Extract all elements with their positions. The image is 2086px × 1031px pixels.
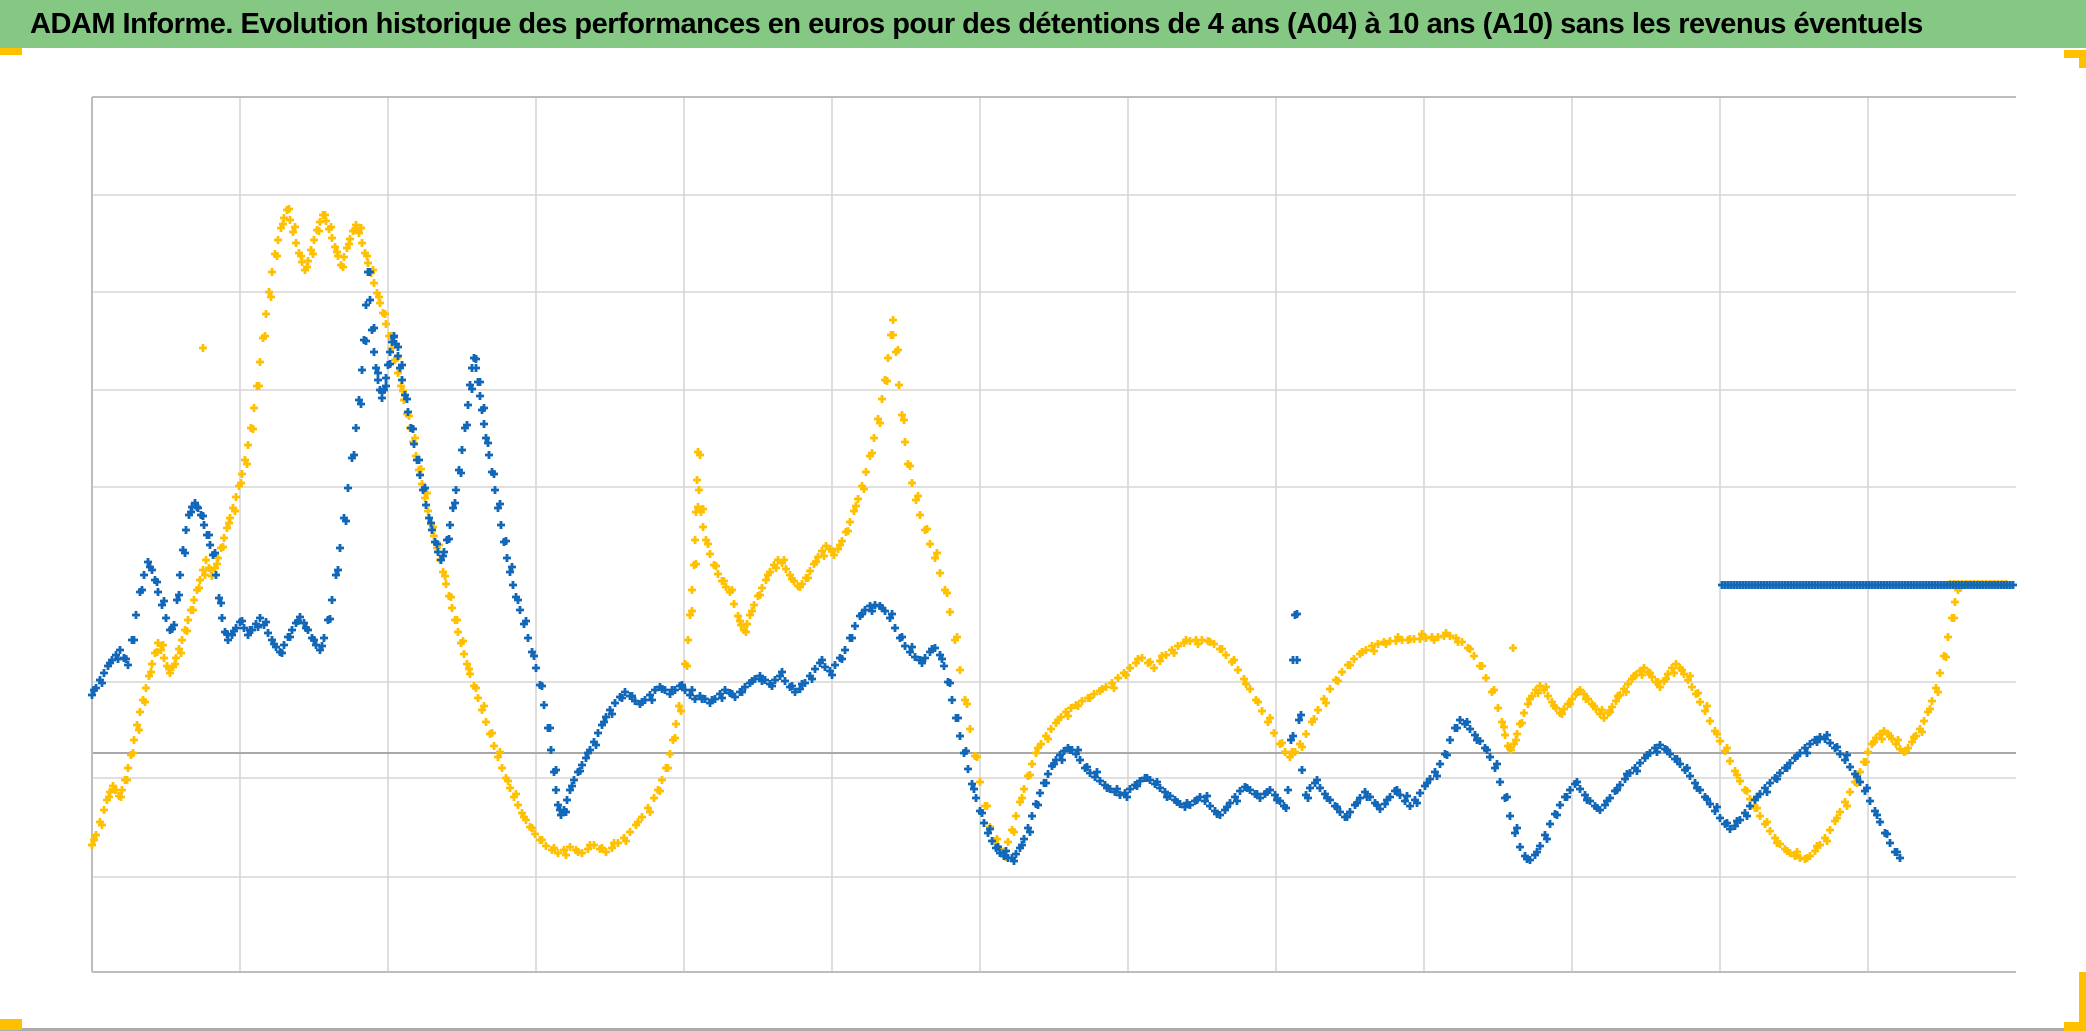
- corner-mark-top-right-h: [2064, 50, 2086, 58]
- corner-mark-top-right-v: [2079, 50, 2086, 68]
- sheet-title-bar: ADAM Informe. Evolution historique des p…: [0, 0, 2086, 48]
- corner-mark-top-left: [0, 48, 22, 55]
- corner-mark-bottom-right-v: [2079, 972, 2086, 1026]
- blue-series-markers: [88, 268, 2017, 865]
- corner-mark-bottom-right-h: [2064, 1022, 2086, 1031]
- plot-border: [91, 96, 2016, 973]
- bottom-rule: [0, 1028, 2086, 1031]
- orange-series-markers: [88, 205, 2010, 863]
- sheet-title-text: ADAM Informe. Evolution historique des p…: [30, 7, 1923, 40]
- corner-mark-bottom-left: [0, 1019, 22, 1030]
- performance-scatter-chart[interactable]: [0, 48, 2086, 1031]
- gridlines: [92, 97, 2016, 972]
